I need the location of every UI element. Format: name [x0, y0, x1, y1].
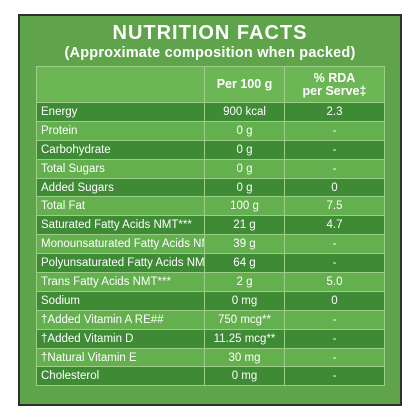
nutrient-name: Added Sugars: [36, 177, 205, 198]
table-row: Monounsaturated Fatty Acids NMT***39 g-: [36, 234, 385, 255]
nutrient-name: Monounsaturated Fatty Acids NMT***: [36, 234, 205, 255]
value-rda: 2.3: [284, 102, 385, 122]
value-rda: 0: [284, 290, 385, 311]
nutrient-name: Total Fat: [36, 196, 205, 217]
table-row: Protein 0 g-: [36, 120, 385, 141]
value-per-100g: 2 g: [204, 272, 285, 292]
panel-title: NUTRITION FACTS: [112, 22, 308, 44]
table-header-row: Per 100 g % RDA per Serve‡: [36, 66, 385, 103]
value-per-100g: 750 mcg**: [204, 309, 285, 330]
value-rda: -: [284, 158, 385, 179]
table-row: Saturated Fatty Acids NMT*** 21 g 4.7: [36, 215, 385, 236]
value-rda: 4.7: [284, 215, 385, 236]
value-rda: -: [284, 309, 385, 330]
value-rda: -: [284, 234, 385, 255]
value-per-100g: 0 g: [204, 177, 285, 198]
value-per-100g: 0 mg: [204, 290, 285, 311]
table-row: Total Sugars 0 g-: [36, 158, 385, 179]
value-rda: -: [284, 120, 385, 141]
nutrient-name: †Added Vitamin D: [36, 328, 205, 349]
value-per-100g: 21 g: [204, 215, 285, 236]
value-per-100g: 30 mg: [204, 347, 285, 368]
nutrient-name: Sodium: [36, 290, 205, 311]
nutrient-name: Total Sugars: [36, 158, 205, 179]
header-rda-line1: % RDA: [313, 70, 356, 85]
value-per-100g: 100 g: [204, 196, 285, 217]
value-rda: -: [284, 139, 385, 160]
nutrient-name: Polyunsaturated Fatty Acids NMT***: [36, 253, 205, 274]
nutrient-name: †Natural Vitamin E: [36, 347, 205, 368]
table-row: †Added Vitamin D 11.25 mcg** -: [36, 328, 385, 349]
header-per-100g: Per 100 g: [204, 66, 285, 103]
table-row: †Added Vitamin A RE## 750 mcg** -: [36, 309, 385, 330]
value-per-100g: 0 g: [204, 120, 285, 141]
nutrient-name: Energy: [36, 102, 205, 122]
header-nutrient-cell: [36, 66, 205, 103]
value-rda: -: [284, 328, 385, 349]
nutrient-name: Protein: [36, 120, 205, 141]
value-rda: 5.0: [284, 272, 385, 292]
nutrient-name: †Added Vitamin A RE##: [36, 309, 205, 330]
value-rda: 7.5: [284, 196, 385, 217]
nutrient-name: Trans Fatty Acids NMT***: [36, 272, 205, 292]
header-rda-line2: per Serve‡: [302, 83, 367, 98]
value-per-100g: 0 g: [204, 158, 285, 179]
table-row: Cholesterol 0 mg -: [36, 366, 385, 387]
value-rda: -: [284, 347, 385, 368]
panel-header: NUTRITION FACTS (Approximate composition…: [20, 16, 400, 68]
nutrient-name: Carbohydrate: [36, 139, 205, 160]
value-rda: -: [284, 366, 385, 387]
nutrient-name: Saturated Fatty Acids NMT***: [36, 215, 205, 236]
value-per-100g: 0 g: [204, 139, 285, 160]
nutrition-table: Per 100 g % RDA per Serve‡ Energy 900 kca…: [36, 66, 385, 387]
header-rda: % RDA per Serve‡: [284, 66, 385, 103]
table-row: Polyunsaturated Fatty Acids NMT***64 g-: [36, 253, 385, 274]
value-per-100g: 39 g: [204, 234, 285, 255]
table-row: Total Fat 100 g 7.5: [36, 196, 385, 217]
value-rda: -: [284, 253, 385, 274]
table-row: Energy 900 kcal 2.3: [36, 102, 385, 122]
table-row: Carbohydrate 0 g-: [36, 139, 385, 160]
value-per-100g: 0 mg: [204, 366, 285, 387]
value-per-100g: 11.25 mcg**: [204, 328, 285, 349]
table-row: Trans Fatty Acids NMT*** 2 g 5.0: [36, 272, 385, 292]
value-per-100g: 900 kcal: [204, 102, 285, 122]
table-row: Sodium 0 mg 0: [36, 290, 385, 311]
panel-subtitle: (Approximate composition when packed): [64, 45, 356, 61]
value-rda: 0: [284, 177, 385, 198]
nutrient-name: Cholesterol: [36, 366, 205, 387]
value-per-100g: 64 g: [204, 253, 285, 274]
table-row: †Natural Vitamin E 30 mg -: [36, 347, 385, 368]
